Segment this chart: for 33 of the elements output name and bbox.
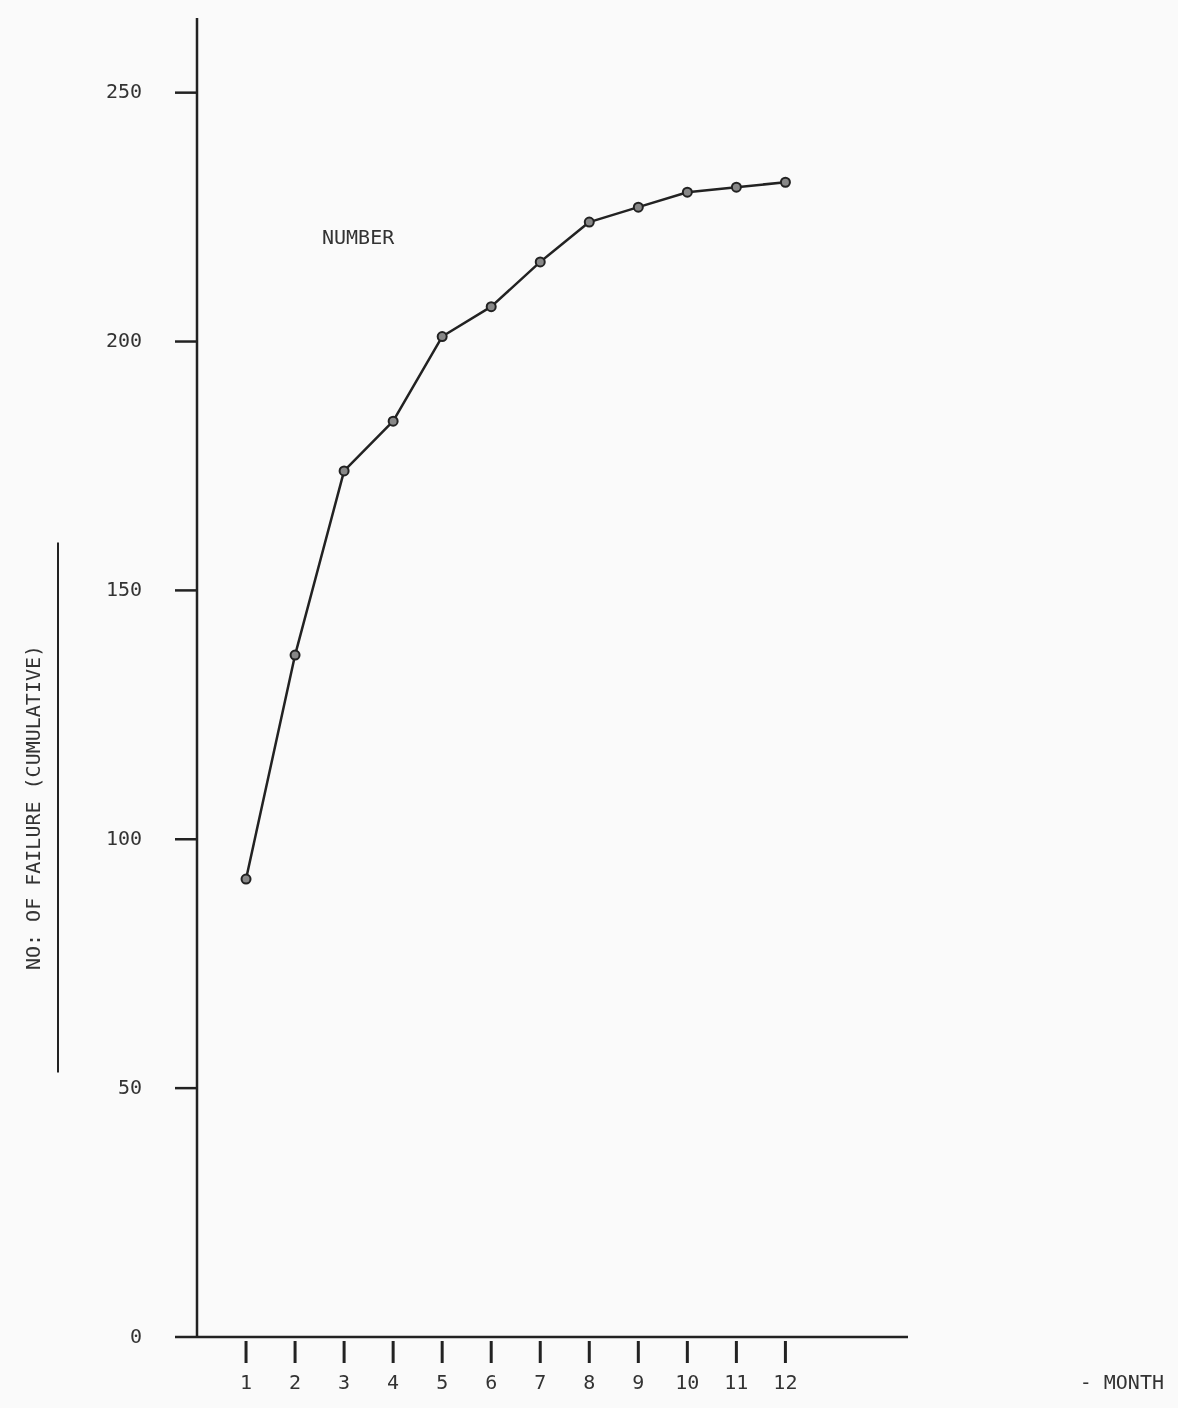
annotation: NUMBER	[322, 225, 396, 249]
point	[485, 301, 497, 313]
point	[436, 331, 448, 343]
point	[779, 176, 791, 188]
y-tick-label: 250	[105, 79, 142, 104]
point	[387, 415, 399, 427]
point	[583, 216, 595, 228]
text: - MONTH	[1079, 1370, 1164, 1394]
x-tick-label: 5	[436, 1370, 449, 1394]
y-tick-label: 0	[129, 1323, 142, 1348]
x-tick-label: 11	[724, 1370, 749, 1394]
y-tick-label: 150	[105, 576, 142, 601]
point	[681, 186, 693, 198]
x-tick-label: 1	[240, 1370, 253, 1394]
y-tick-label: 50	[117, 1074, 142, 1099]
y-axis-title: NO: OF FAILURE (CUMULATIVE)	[21, 644, 45, 971]
point	[534, 256, 546, 268]
point	[338, 465, 350, 477]
x-tick-label: 10	[675, 1370, 700, 1394]
point	[289, 649, 301, 661]
y-tick-label: 200	[105, 328, 142, 353]
x-tick-label: 12	[773, 1370, 798, 1394]
x-tick-label: 7	[534, 1370, 547, 1394]
point	[240, 873, 252, 885]
point	[632, 201, 644, 213]
y-tick-label: 100	[105, 825, 142, 850]
x-tick-label: 9	[632, 1370, 645, 1394]
point	[730, 181, 742, 193]
x-tick-label: 3	[338, 1370, 351, 1394]
x-tick-label: 8	[583, 1370, 596, 1394]
x-tick-label: 4	[387, 1370, 400, 1394]
x-tick-label: 6	[485, 1370, 498, 1394]
x-tick-label: 2	[289, 1370, 302, 1394]
